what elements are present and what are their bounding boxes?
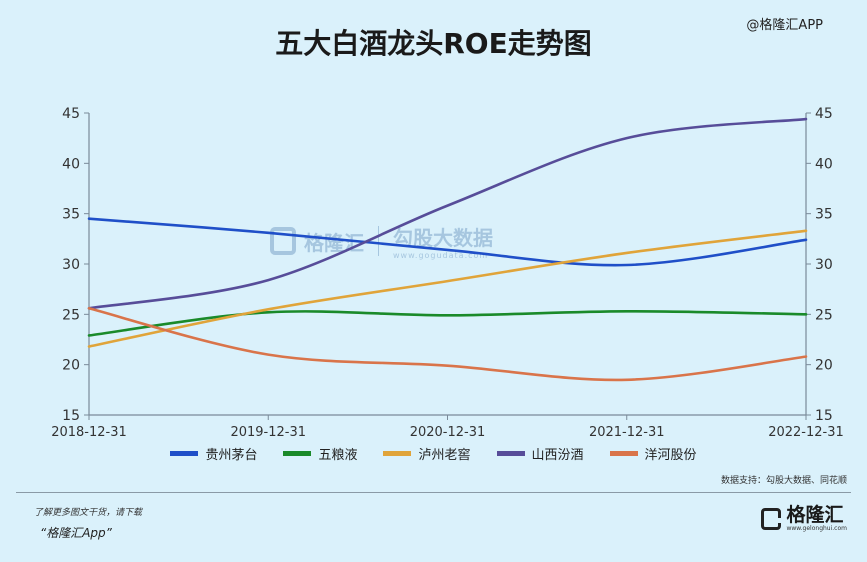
- legend-swatch: [496, 451, 525, 456]
- x-tick-label: 2020-12-31: [410, 425, 486, 440]
- brand-watermark-top: @格隆汇APP: [746, 18, 823, 33]
- logo-subtext: www.gelonghui.com: [786, 525, 847, 532]
- footer-divider: [16, 492, 851, 493]
- y-tick-label-right: 45: [815, 106, 833, 122]
- legend-swatch: [609, 451, 638, 456]
- legend-label: 五粮液: [318, 448, 358, 463]
- y-tick-label-left: 30: [62, 257, 80, 273]
- y-tick-label-right: 20: [815, 358, 833, 374]
- y-tick-label-left: 35: [62, 207, 80, 223]
- y-tick-label-left: 40: [62, 156, 80, 172]
- y-tick-label-right: 15: [815, 408, 833, 424]
- logo-text: 格隆汇: [786, 504, 844, 526]
- legend-item-1: 贵州茅台: [170, 444, 257, 463]
- series-line-2: [87, 310, 808, 337]
- chart-legend: 贵州茅台 五粮液 泸州老窖 山西汾酒 洋河股份: [0, 444, 867, 463]
- x-tick-label: 2022-12-31: [768, 425, 844, 440]
- legend-item-4: 山西汾酒: [496, 444, 584, 463]
- x-tick-label: 2019-12-31: [230, 425, 306, 440]
- y-tick-label-right: 35: [815, 207, 833, 223]
- legend-swatch: [283, 451, 312, 456]
- watermark-left-text: 格隆汇: [304, 230, 364, 255]
- x-tick-label: 2018-12-31: [51, 425, 127, 440]
- series-line-4: [87, 117, 808, 310]
- y-tick-label-right: 25: [815, 307, 833, 323]
- watermark-logo-icon: [270, 227, 296, 255]
- legend-label: 贵州茅台: [205, 448, 258, 463]
- promo-app-name: “格隆汇App”: [40, 526, 112, 540]
- series-line-5: [87, 306, 808, 382]
- legend-swatch: [383, 451, 412, 456]
- chart-title: 五大白酒龙头ROE走势图: [275, 27, 592, 60]
- x-tick-label: 2021-12-31: [589, 425, 665, 440]
- watermark-sub-text: www.gogudata.com: [393, 251, 489, 260]
- y-tick-label-left: 20: [62, 358, 80, 374]
- legend-swatch: [170, 451, 199, 456]
- legend-item-2: 五粮液: [283, 444, 357, 463]
- y-tick-label-right: 30: [815, 257, 833, 273]
- series-line-3: [87, 229, 808, 348]
- series-line-1: [87, 217, 808, 267]
- y-tick-label-left: 25: [62, 307, 80, 323]
- legend-item-5: 洋河股份: [609, 444, 697, 463]
- footer-logo: 格隆汇 www.gelonghui.com: [761, 505, 847, 532]
- y-tick-label-left: 45: [62, 106, 80, 122]
- legend-label: 山西汾酒: [531, 448, 584, 463]
- legend-label: 泸州老窖: [418, 448, 471, 463]
- legend-item-3: 泸州老窖: [383, 444, 471, 463]
- y-tick-label-left: 15: [62, 408, 80, 424]
- legend-label: 洋河股份: [644, 448, 697, 463]
- watermark-divider: [378, 226, 379, 256]
- promo-text: 了解更多图文干货，请下载: [34, 508, 143, 518]
- y-tick-label-right: 40: [815, 156, 833, 172]
- data-source: 数据支持：勾股大数据、同花顺: [720, 476, 847, 486]
- logo-icon: [761, 507, 782, 530]
